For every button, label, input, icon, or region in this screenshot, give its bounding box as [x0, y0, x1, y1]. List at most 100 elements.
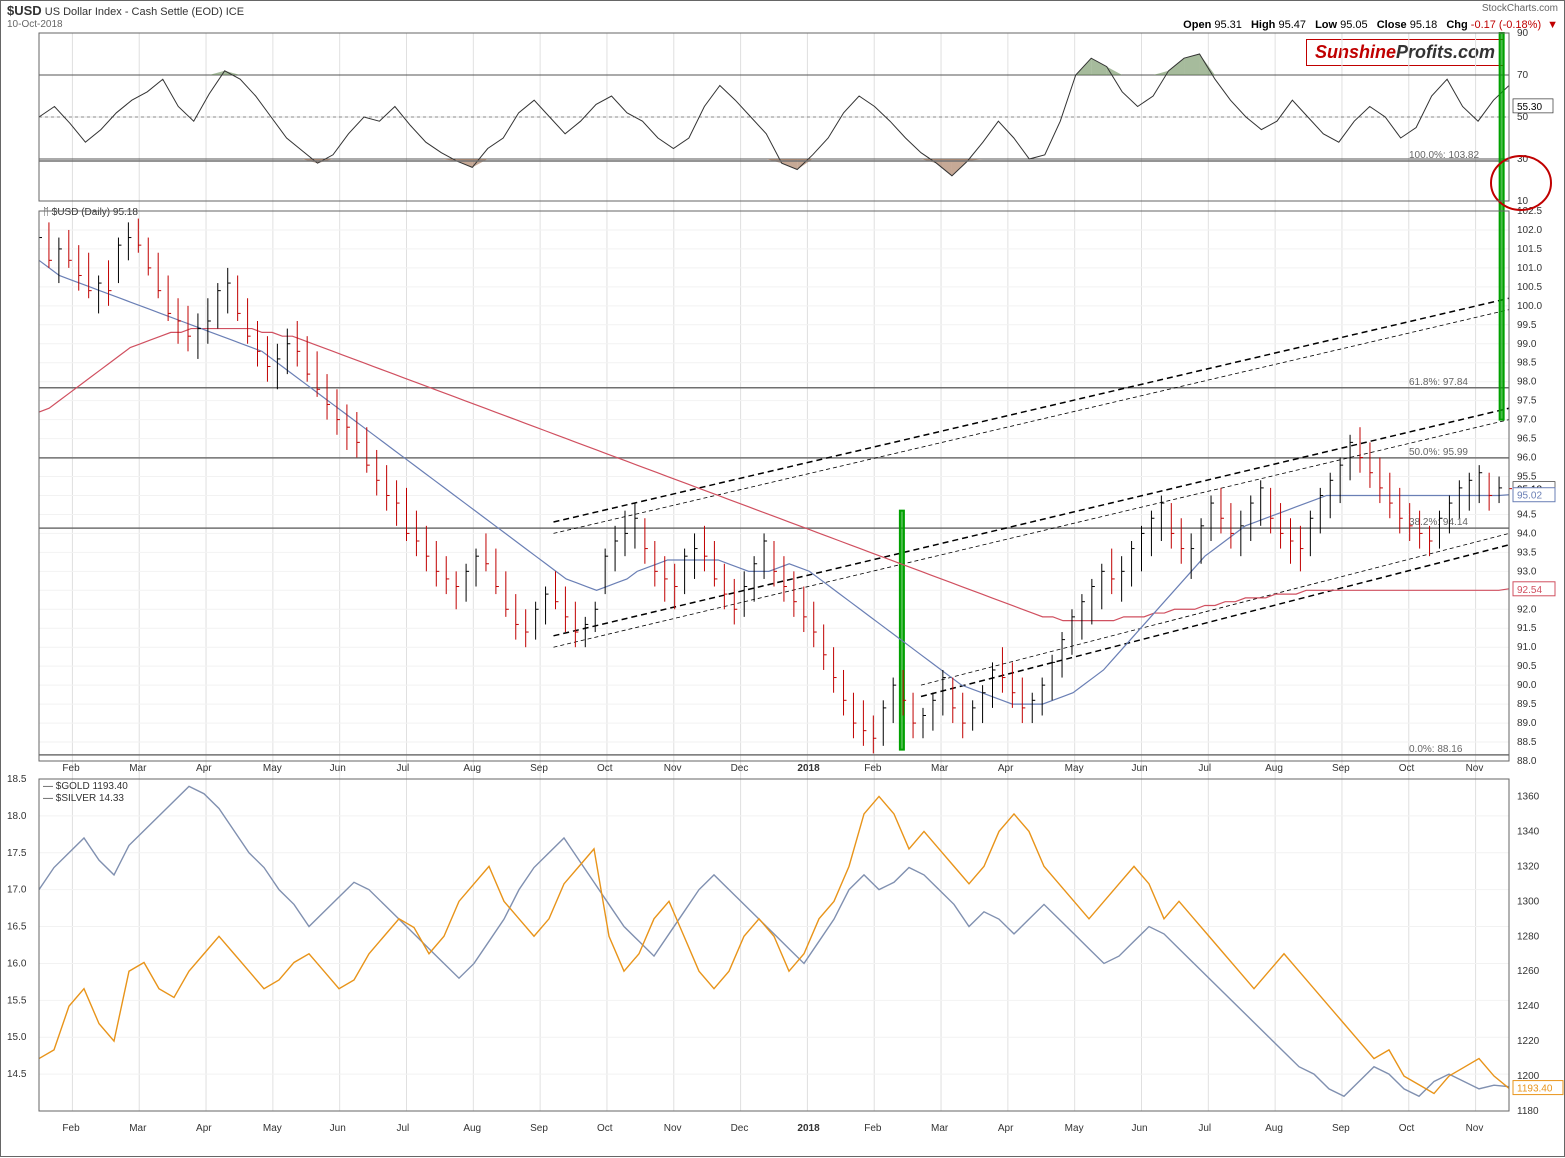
svg-text:May: May: [1065, 763, 1084, 774]
svg-text:97.5: 97.5: [1517, 396, 1537, 407]
svg-text:50.0%: 95.99: 50.0%: 95.99: [1409, 447, 1468, 458]
svg-text:Aug: Aug: [1265, 1123, 1283, 1134]
svg-text:Jun: Jun: [1132, 1123, 1148, 1134]
svg-text:2018: 2018: [797, 1123, 820, 1134]
svg-text:16.0: 16.0: [7, 958, 27, 969]
svg-text:89.0: 89.0: [1517, 718, 1537, 729]
svg-text:Dec: Dec: [731, 1123, 749, 1134]
svg-text:101.0: 101.0: [1517, 263, 1542, 274]
svg-text:50: 50: [1517, 112, 1529, 123]
svg-text:Nov: Nov: [664, 1123, 682, 1134]
svg-text:18.0: 18.0: [7, 811, 27, 822]
svg-text:Jul: Jul: [397, 763, 410, 774]
svg-text:Sep: Sep: [530, 1123, 548, 1134]
svg-text:90: 90: [1517, 28, 1529, 39]
svg-text:Apr: Apr: [196, 1123, 212, 1134]
svg-text:Jun: Jun: [330, 763, 346, 774]
svg-text:100.0: 100.0: [1517, 301, 1542, 312]
chart-svg: 103050709055.3088.088.589.089.590.090.59…: [1, 1, 1565, 1158]
svg-text:0.0%: 88.16: 0.0%: 88.16: [1409, 744, 1463, 755]
svg-text:100.0%: 103.82: 100.0%: 103.82: [1409, 150, 1479, 161]
svg-text:Aug: Aug: [463, 763, 481, 774]
svg-text:89.5: 89.5: [1517, 699, 1537, 710]
svg-text:90.0: 90.0: [1517, 680, 1537, 691]
svg-text:Feb: Feb: [62, 763, 80, 774]
svg-text:ᛖ $USD (Daily) 95.18: ᛖ $USD (Daily) 95.18: [43, 207, 138, 218]
svg-text:96.0: 96.0: [1517, 453, 1537, 464]
svg-text:92.54: 92.54: [1517, 585, 1542, 596]
svg-text:1300: 1300: [1517, 896, 1540, 907]
svg-text:90.5: 90.5: [1517, 661, 1537, 672]
svg-text:Oct: Oct: [1399, 763, 1415, 774]
svg-text:Mar: Mar: [931, 763, 949, 774]
svg-text:2018: 2018: [797, 763, 820, 774]
svg-text:91.5: 91.5: [1517, 623, 1537, 634]
svg-text:15.0: 15.0: [7, 1032, 27, 1043]
svg-text:1260: 1260: [1517, 966, 1540, 977]
svg-text:May: May: [263, 763, 282, 774]
svg-text:Aug: Aug: [1265, 763, 1283, 774]
svg-text:Jul: Jul: [397, 1123, 410, 1134]
svg-text:95.5: 95.5: [1517, 472, 1537, 483]
svg-text:Jul: Jul: [1198, 763, 1211, 774]
svg-text:— $GOLD 1193.40: — $GOLD 1193.40: [43, 781, 128, 792]
svg-text:94.5: 94.5: [1517, 509, 1537, 520]
svg-text:95.02: 95.02: [1517, 491, 1542, 502]
svg-text:Nov: Nov: [1466, 1123, 1484, 1134]
svg-text:Nov: Nov: [664, 763, 682, 774]
svg-text:61.8%: 97.84: 61.8%: 97.84: [1409, 377, 1468, 388]
svg-text:Jul: Jul: [1198, 1123, 1211, 1134]
svg-text:100.5: 100.5: [1517, 282, 1542, 293]
svg-text:1340: 1340: [1517, 826, 1540, 837]
svg-text:102.0: 102.0: [1517, 225, 1542, 236]
svg-text:Sep: Sep: [1332, 1123, 1350, 1134]
svg-text:Oct: Oct: [597, 1123, 613, 1134]
svg-text:1180: 1180: [1517, 1106, 1539, 1117]
svg-text:Apr: Apr: [998, 763, 1014, 774]
svg-text:Mar: Mar: [931, 1123, 949, 1134]
svg-text:Mar: Mar: [129, 1123, 147, 1134]
svg-text:102.5: 102.5: [1517, 206, 1542, 217]
svg-text:17.5: 17.5: [7, 848, 27, 859]
svg-text:38.2%: 94.14: 38.2%: 94.14: [1409, 517, 1468, 528]
svg-text:1360: 1360: [1517, 791, 1540, 802]
svg-text:94.0: 94.0: [1517, 528, 1537, 539]
svg-text:1193.40: 1193.40: [1517, 1084, 1553, 1095]
svg-text:88.0: 88.0: [1517, 756, 1537, 767]
svg-text:Aug: Aug: [463, 1123, 481, 1134]
svg-text:May: May: [1065, 1123, 1084, 1134]
svg-text:Dec: Dec: [731, 763, 749, 774]
svg-text:1240: 1240: [1517, 1001, 1540, 1012]
svg-text:18.5: 18.5: [7, 774, 27, 785]
svg-text:Oct: Oct: [1399, 1123, 1415, 1134]
svg-text:1280: 1280: [1517, 931, 1540, 942]
svg-text:1220: 1220: [1517, 1036, 1540, 1047]
svg-text:Jun: Jun: [1132, 763, 1148, 774]
svg-text:Jun: Jun: [330, 1123, 346, 1134]
svg-text:Sep: Sep: [1332, 763, 1350, 774]
svg-text:98.5: 98.5: [1517, 358, 1537, 369]
svg-text:92.0: 92.0: [1517, 604, 1537, 615]
svg-text:Apr: Apr: [196, 763, 212, 774]
svg-text:May: May: [263, 1123, 282, 1134]
svg-text:91.0: 91.0: [1517, 642, 1537, 653]
svg-text:14.5: 14.5: [7, 1069, 27, 1080]
svg-text:97.0: 97.0: [1517, 415, 1537, 426]
svg-text:98.0: 98.0: [1517, 377, 1537, 388]
svg-text:17.0: 17.0: [7, 885, 27, 896]
svg-text:88.5: 88.5: [1517, 737, 1537, 748]
svg-text:99.5: 99.5: [1517, 320, 1537, 331]
svg-text:Nov: Nov: [1466, 763, 1484, 774]
svg-text:Feb: Feb: [864, 763, 882, 774]
svg-text:101.5: 101.5: [1517, 244, 1542, 255]
svg-text:96.5: 96.5: [1517, 434, 1537, 445]
chart-container: $USD US Dollar Index - Cash Settle (EOD)…: [0, 0, 1565, 1157]
svg-text:93.5: 93.5: [1517, 547, 1537, 558]
svg-text:99.0: 99.0: [1517, 339, 1537, 350]
svg-text:Mar: Mar: [129, 763, 147, 774]
svg-text:Feb: Feb: [62, 1123, 80, 1134]
svg-text:Sep: Sep: [530, 763, 548, 774]
svg-text:Oct: Oct: [597, 763, 613, 774]
svg-text:15.5: 15.5: [7, 995, 27, 1006]
svg-text:Feb: Feb: [864, 1123, 882, 1134]
